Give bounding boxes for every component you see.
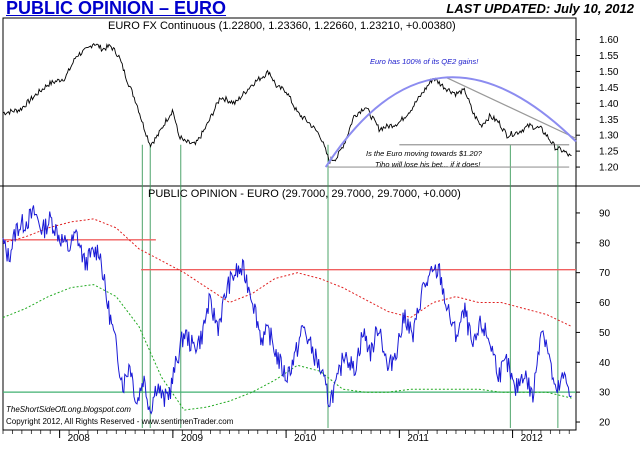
opinion-ytick-label: 40 xyxy=(599,358,611,369)
price-ytick-label: 1.25 xyxy=(599,147,619,158)
resistance-line xyxy=(446,77,577,139)
price-ytick-label: 1.45 xyxy=(599,83,619,94)
upper-band-line xyxy=(2,218,572,327)
opinion-ytick-label: 90 xyxy=(599,208,611,219)
xtick-label: 2012 xyxy=(521,433,544,444)
xtick-label: 2010 xyxy=(294,433,317,444)
xtick-label: 2011 xyxy=(407,433,429,444)
opinion-ytick-label: 60 xyxy=(599,298,611,309)
price-ytick-label: 1.50 xyxy=(599,67,619,78)
opinion-ytick-label: 30 xyxy=(599,388,611,399)
price-ytick-label: 1.35 xyxy=(599,115,619,126)
opinion-ytick-label: 50 xyxy=(599,328,611,339)
source-text: TheShortSideOfLong.blogspot.com xyxy=(6,405,131,414)
xtick-label: 2008 xyxy=(68,433,91,444)
xtick-label: 2009 xyxy=(181,433,204,444)
opinion-series-line xyxy=(2,205,572,415)
price-ytick-label: 1.40 xyxy=(599,99,619,110)
opinion-ytick-label: 70 xyxy=(599,268,611,279)
annotation-question: Is the Euro moving towards $1.20? xyxy=(366,149,482,158)
price-ytick-label: 1.60 xyxy=(599,35,619,46)
annotation-qe2: Euro has 100% of its QE2 gains! xyxy=(370,57,479,66)
lower-band-line xyxy=(2,284,572,411)
price-series-line xyxy=(2,42,572,165)
opinion-ytick-label: 80 xyxy=(599,238,611,249)
price-panel-title: EURO FX Continuous (1.22800, 1.23360, 1.… xyxy=(108,20,456,32)
opinion-ytick-label: 20 xyxy=(599,418,611,429)
last-updated: LAST UPDATED: July 10, 2012 xyxy=(446,1,634,16)
price-ytick-label: 1.20 xyxy=(599,163,619,174)
opinion-panel-title: PUBLIC OPINION - EURO (29.7000, 29.7000,… xyxy=(148,188,461,200)
trend-arc xyxy=(324,76,577,168)
page-title: PUBLIC OPINION – EURO xyxy=(6,0,227,18)
price-ytick-label: 1.30 xyxy=(599,131,619,142)
price-ytick-label: 1.55 xyxy=(599,51,619,62)
annotation-bet: Tiho will lose his bet... if it does! xyxy=(375,160,481,169)
copyright-text: Copyright 2012, All Rights Reserved - ww… xyxy=(6,417,234,426)
